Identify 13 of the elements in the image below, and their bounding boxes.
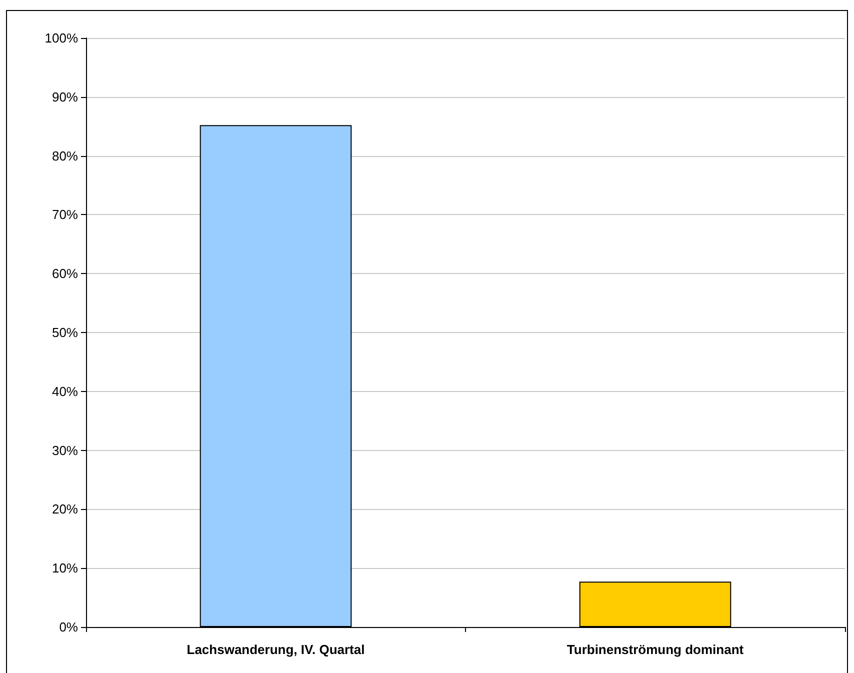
- y-tick-label: 80%: [52, 148, 78, 164]
- y-tick-label: 0%: [59, 620, 78, 634]
- y-tick-label: 40%: [52, 384, 78, 399]
- y-tick-label: 10%: [52, 560, 78, 576]
- y-tick-label: 100%: [44, 30, 78, 46]
- y-tick-label: 60%: [52, 266, 78, 282]
- y-tick-label: 90%: [52, 89, 78, 104]
- y-tick-label: 20%: [52, 502, 78, 517]
- y-tick-label: 70%: [52, 207, 78, 222]
- y-tick-label: 30%: [52, 442, 78, 458]
- x-tick-label: Lachswanderung, IV. Quartal: [186, 642, 365, 657]
- x-tick-label: Turbinenströmung dominant: [566, 642, 744, 657]
- y-tick-label: 50%: [52, 325, 78, 340]
